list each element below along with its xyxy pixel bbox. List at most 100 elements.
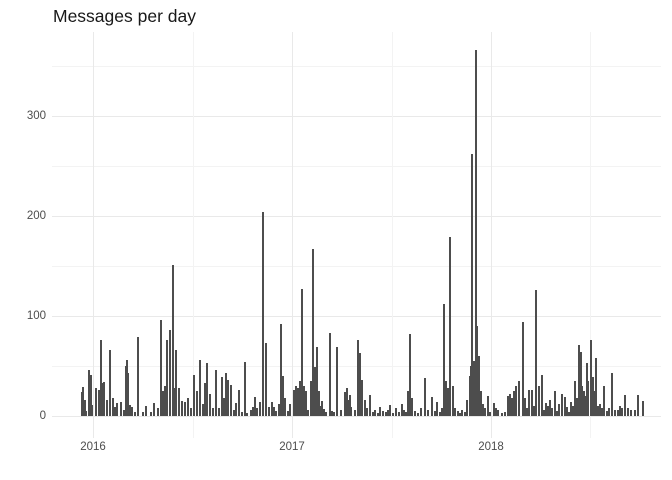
bar [280,324,282,416]
bar [150,412,152,416]
bar [275,411,277,416]
bar [153,403,155,416]
bar [301,289,303,416]
bar [447,388,449,416]
bar [533,406,535,416]
bar [90,375,92,416]
bar [252,407,254,416]
bar [420,408,422,416]
bar [497,410,499,416]
bar [493,403,495,416]
bar [223,398,225,416]
bar [551,408,553,416]
bar [350,407,352,416]
bar [221,377,223,416]
bar [307,410,309,416]
bar [340,410,342,416]
bar [449,237,451,416]
bar [164,386,166,416]
bar [379,407,381,416]
bar [199,360,201,416]
bar [262,212,264,416]
gridline-v-major [93,32,94,438]
bar [443,304,445,416]
bar [501,413,503,416]
bar [405,412,407,416]
bar [528,390,530,416]
bar [504,412,506,416]
bar [561,394,563,416]
bar [480,391,482,416]
bar [401,404,403,416]
bar [305,391,307,416]
bar [395,408,397,416]
y-tick-label: 300 [26,110,46,122]
bar [244,362,246,416]
bar [215,370,217,416]
bar [526,408,528,416]
bar [374,410,376,416]
bar [126,360,128,416]
bar [142,412,144,416]
bar [513,391,515,416]
bar [346,388,348,416]
bar [549,400,551,416]
bar [385,412,387,416]
bar [287,411,289,416]
bar [81,392,83,416]
gridline-h-major [52,216,661,217]
bar [436,402,438,416]
bar [642,401,644,416]
bar [265,343,267,416]
bar [590,340,592,416]
bar [241,412,243,416]
bar [431,397,433,416]
bar [554,391,556,416]
bar [459,413,461,416]
bar [316,347,318,416]
gridline-h-minor [52,166,661,167]
gridline-h-major [52,116,661,117]
bar [487,396,489,416]
bar [568,412,570,416]
bar [95,388,97,416]
bar [162,391,164,416]
bar [134,412,136,416]
x-tick-label: 2017 [279,441,305,453]
bar [282,376,284,416]
bar [318,391,320,416]
bar [303,386,305,416]
bar [558,404,560,416]
bar [595,358,597,416]
bar [209,394,211,416]
bar [299,381,301,416]
bar [106,400,108,416]
bar [369,395,371,416]
plot-panel [52,32,661,438]
bar [336,347,338,416]
bar [482,404,484,416]
bar [597,406,599,416]
gridline-v-minor [392,32,393,438]
bar [109,350,111,416]
bar [271,402,273,416]
y-tick-label: 200 [26,210,46,222]
bar [157,408,159,416]
bar [193,375,195,416]
bar [599,404,601,416]
bar [614,410,616,416]
bar [377,413,379,416]
bar [98,390,100,416]
bar [414,411,416,416]
bar [476,326,478,416]
bar [619,406,621,416]
gridline-h-minor [52,266,661,267]
bar [225,373,227,416]
bar [166,340,168,416]
bar [634,410,636,416]
bar [427,410,429,416]
bar [624,395,626,416]
bar [570,402,572,416]
bar [273,407,275,416]
